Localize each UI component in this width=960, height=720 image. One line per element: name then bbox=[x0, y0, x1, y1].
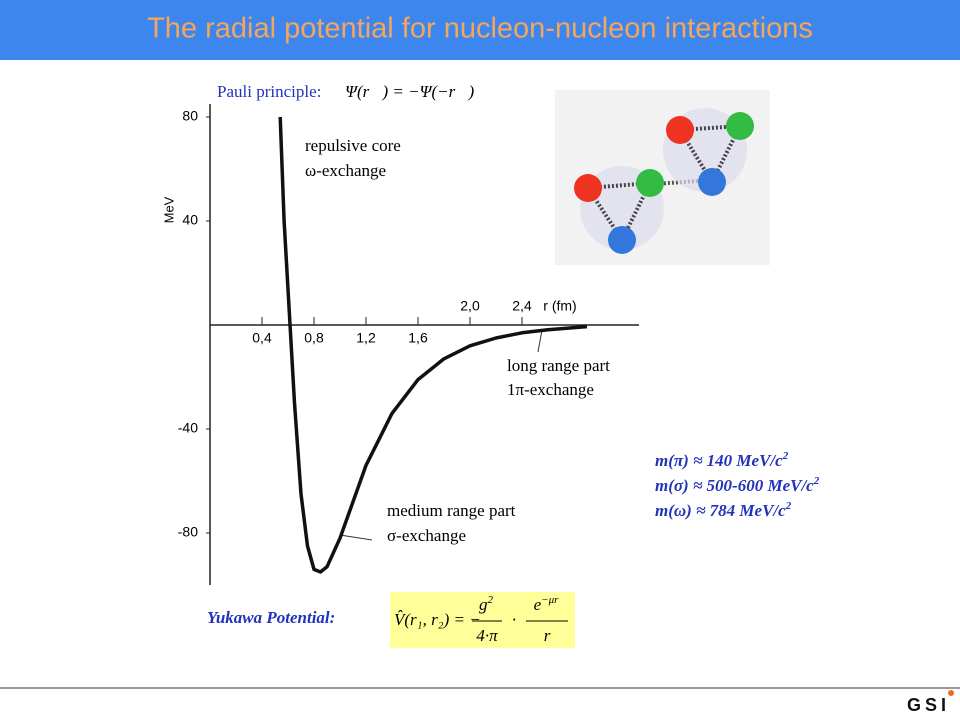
y-tick-label: -80 bbox=[178, 524, 198, 540]
formula-box bbox=[390, 592, 575, 648]
pointer bbox=[537, 329, 543, 353]
annotation: σ-exchange bbox=[387, 526, 466, 545]
x-tick-label: 1,6 bbox=[408, 330, 428, 346]
x-tick-label: 2,4 bbox=[512, 298, 532, 314]
y-tick-label: 80 bbox=[182, 108, 198, 124]
x-axis-label: r (fm) bbox=[543, 298, 576, 314]
header-bar bbox=[0, 0, 960, 60]
slide-title: The radial potential for nucleon-nucleon… bbox=[147, 13, 813, 45]
mass-label: m(σ) ≈ 500-600 MeV/c2 bbox=[655, 475, 820, 495]
x-tick-label: 1,2 bbox=[356, 330, 376, 346]
y-axis-label: MeV bbox=[161, 196, 176, 223]
pauli-label: Pauli principle: bbox=[217, 82, 321, 101]
annotation: medium range part bbox=[387, 501, 516, 520]
pauli-formula: Ψ(r⃗) = −Ψ(−r⃗) bbox=[345, 82, 474, 101]
annotation: repulsive core bbox=[305, 136, 401, 155]
annotation: ω-exchange bbox=[305, 161, 386, 180]
formula-part: e−μr bbox=[534, 594, 559, 614]
formula-part: · bbox=[512, 610, 516, 629]
logo: GSI bbox=[907, 695, 950, 715]
x-tick-label: 2,0 bbox=[460, 298, 480, 314]
mass-label: m(ω) ≈ 784 MeV/c2 bbox=[655, 500, 792, 520]
formula-part: r bbox=[544, 626, 551, 645]
logo-dot bbox=[948, 690, 954, 696]
formula-part: g2 bbox=[479, 594, 494, 614]
nucleon-illustration bbox=[555, 90, 770, 265]
formula-part: V̂(r₁, r₂) = − bbox=[394, 610, 481, 629]
chart: MeV r (fm) 80 40 -40 -80 0,4 0,8 1,2 1,6 2,0 2,4 bbox=[161, 104, 639, 585]
annotation: 1π-exchange bbox=[507, 380, 594, 399]
x-tick-label: 0,8 bbox=[304, 330, 324, 346]
mass-label: m(π) ≈ 140 MeV/c2 bbox=[655, 450, 789, 470]
formula-part: 4·π bbox=[476, 626, 498, 645]
yukawa-label: Yukawa Potential: bbox=[207, 608, 335, 627]
potential-curve bbox=[278, 116, 588, 574]
y-tick-label: -40 bbox=[178, 420, 198, 436]
annotation: long range part bbox=[507, 356, 610, 375]
pointer bbox=[339, 534, 373, 541]
x-tick-label: 0,4 bbox=[252, 330, 272, 346]
y-tick-label: 40 bbox=[182, 212, 198, 228]
